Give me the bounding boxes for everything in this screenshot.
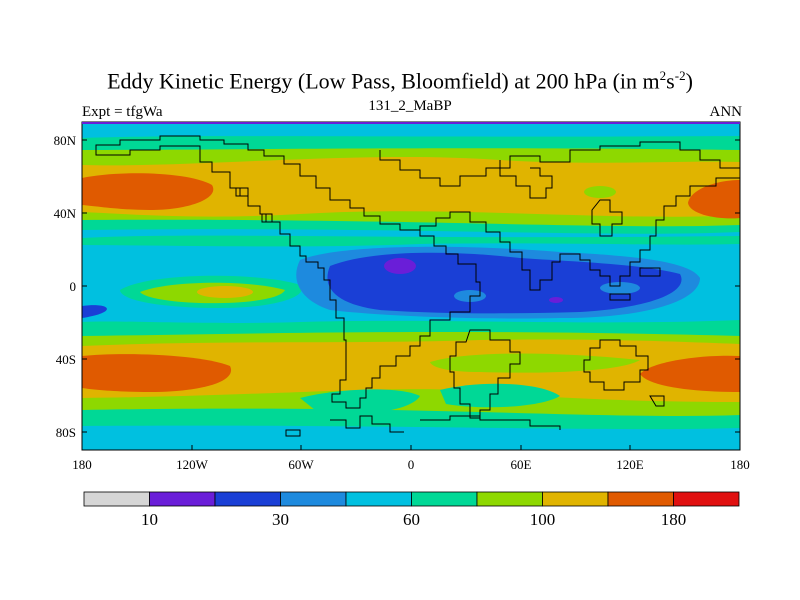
- lon-label-0: 0: [408, 457, 415, 472]
- colorbar-swatch: [149, 491, 216, 507]
- colorbar-label: 30: [272, 510, 289, 529]
- lon-label-180w: 180: [72, 457, 92, 472]
- colorbar-swatch: [411, 491, 478, 507]
- field-plot: [82, 122, 740, 450]
- north-jet-yellow: [82, 156, 740, 217]
- figure-title: Eddy Kinetic Energy (Low Pass, Bloomfiel…: [107, 68, 693, 94]
- south-lime-intrusion: [430, 353, 640, 373]
- purple-min-east: [549, 297, 563, 303]
- lat-label-40s: 40S: [56, 352, 76, 367]
- lime-island: [584, 186, 616, 198]
- colorbar-swatch: [542, 491, 609, 507]
- south-pacific-max: [82, 354, 232, 392]
- lon-label-180e: 180: [730, 457, 750, 472]
- north-pacific-max: [82, 173, 214, 210]
- experiment-label: Expt = tfgWa: [82, 104, 163, 120]
- north-polar-band: [82, 122, 740, 132]
- west-edge-blue: [82, 305, 107, 318]
- colorbar-swatch: [476, 491, 543, 507]
- lon-label-60w: 60W: [288, 457, 314, 472]
- lat-label-40n: 40N: [54, 206, 77, 221]
- colorbar-swatch: [673, 491, 740, 507]
- tropical-deep-blue: [327, 252, 682, 314]
- purple-min-west: [384, 258, 416, 274]
- south-green-intrusion-2: [440, 383, 560, 408]
- colorbar-label: 60: [403, 510, 420, 529]
- colorbar-swatch: [83, 491, 150, 507]
- season-label: ANN: [709, 104, 743, 120]
- lat-label-0: 0: [70, 279, 77, 294]
- colorbar-swatch: [280, 491, 347, 507]
- lat-label-80s: 80S: [56, 425, 76, 440]
- lon-label-120w: 120W: [176, 457, 209, 472]
- lon-axis: 180 120W 60W 0 60E 120E 180: [72, 445, 750, 472]
- colorbar-swatch: [214, 491, 281, 507]
- continent-outlines: [95, 135, 740, 437]
- north-pacific-max-east: [688, 180, 740, 219]
- colorbar-label: 100: [530, 510, 556, 529]
- colorbar: 10 30 60 100 180: [83, 491, 740, 529]
- colorbar-label: 180: [661, 510, 687, 529]
- lat-label-80n: 80N: [54, 133, 77, 148]
- colorbar-swatch: [345, 491, 412, 507]
- colorbar-label: 10: [141, 510, 158, 529]
- colorbar-swatch: [607, 491, 674, 507]
- south-indian-max: [640, 355, 740, 392]
- lon-label-60e: 60E: [511, 457, 532, 472]
- run-label: 131_2_MaBP: [368, 98, 452, 114]
- lon-label-120e: 120E: [616, 457, 644, 472]
- east-pacific-yellow: [197, 286, 253, 298]
- lat-axis: 80N 40N 0 40S 80S: [54, 133, 740, 440]
